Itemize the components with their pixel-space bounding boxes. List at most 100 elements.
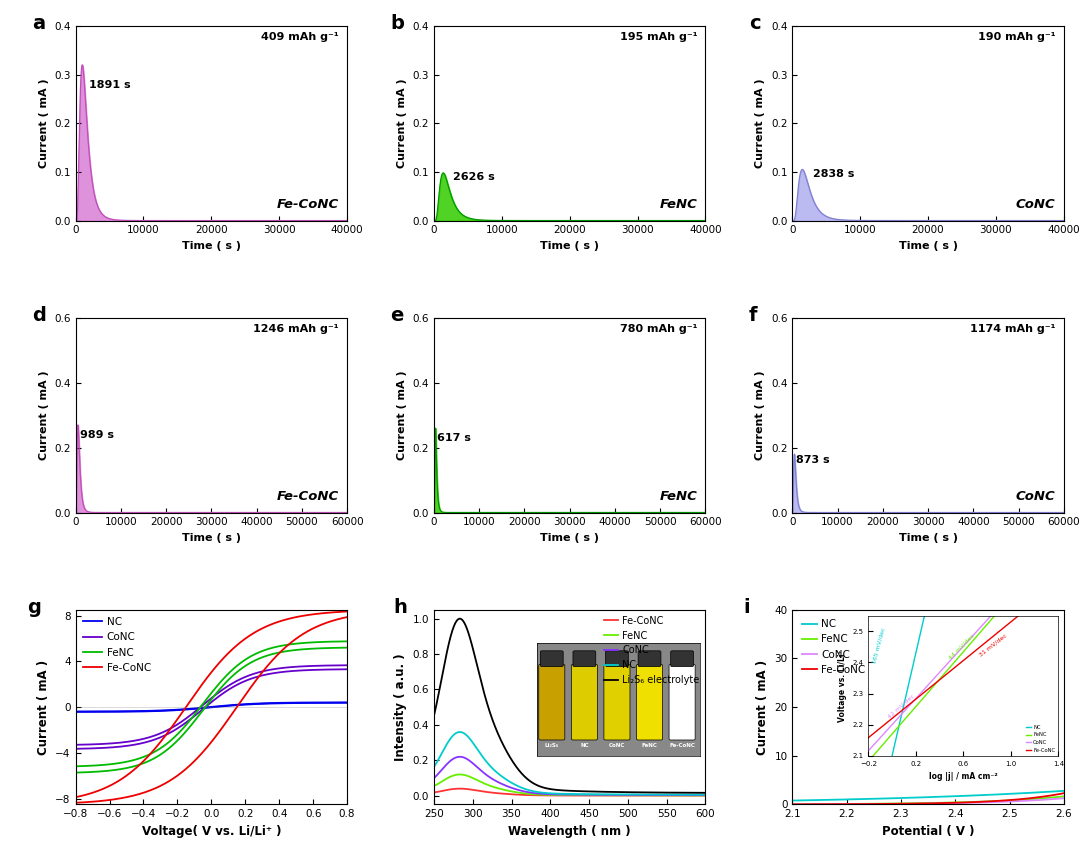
Text: c: c bbox=[748, 14, 760, 33]
X-axis label: Time ( s ): Time ( s ) bbox=[181, 241, 241, 251]
Li₂S₆ electrolyte bbox=[662, 787, 675, 798]
Text: b: b bbox=[391, 14, 404, 33]
Fe-CoNC bbox=[139, 787, 152, 798]
CoNC bbox=[1051, 793, 1064, 804]
CoNC bbox=[139, 737, 152, 747]
NC bbox=[192, 703, 205, 714]
Text: FeNC: FeNC bbox=[660, 198, 698, 211]
X-axis label: Time ( s ): Time ( s ) bbox=[181, 533, 241, 543]
Fe-CoNC bbox=[117, 792, 130, 803]
Fe-CoNC bbox=[600, 791, 613, 801]
FeNC bbox=[1057, 791, 1070, 802]
Fe-CoNC bbox=[428, 787, 441, 798]
Line: FeNC: FeNC bbox=[76, 648, 347, 772]
Fe-CoNC bbox=[1057, 788, 1070, 798]
CoNC bbox=[340, 664, 353, 675]
FeNC bbox=[251, 654, 264, 664]
Li₂S₆ electrolyte bbox=[699, 788, 712, 798]
Fe-CoNC bbox=[917, 798, 930, 809]
Text: 617 s: 617 s bbox=[437, 432, 471, 443]
NC bbox=[699, 790, 712, 800]
Legend: NC, FeNC, CoNC, Fe-CoNC: NC, FeNC, CoNC, Fe-CoNC bbox=[797, 615, 869, 679]
Text: h: h bbox=[393, 599, 407, 617]
Line: Li₂S₆ electrolyte: Li₂S₆ electrolyte bbox=[434, 618, 705, 793]
Line: CoNC: CoNC bbox=[793, 798, 1064, 804]
Text: 1174 mAh g⁻¹: 1174 mAh g⁻¹ bbox=[970, 324, 1055, 334]
Text: d: d bbox=[32, 306, 46, 325]
Text: 1246 mAh g⁻¹: 1246 mAh g⁻¹ bbox=[254, 324, 339, 334]
Li₂S₆ electrolyte bbox=[454, 613, 467, 624]
CoNC bbox=[917, 798, 930, 809]
X-axis label: Potential ( V ): Potential ( V ) bbox=[881, 825, 974, 838]
Text: CoNC: CoNC bbox=[1016, 198, 1055, 211]
NC bbox=[662, 790, 675, 800]
Y-axis label: Current ( mA ): Current ( mA ) bbox=[37, 660, 50, 754]
FeNC bbox=[139, 757, 152, 767]
Li₂S₆ electrolyte bbox=[634, 787, 647, 798]
Fe-CoNC bbox=[69, 798, 82, 808]
Fe-CoNC bbox=[933, 798, 946, 809]
FeNC bbox=[192, 711, 205, 721]
CoNC bbox=[593, 790, 606, 800]
Text: 195 mAh g⁻¹: 195 mAh g⁻¹ bbox=[620, 32, 698, 42]
CoNC bbox=[947, 798, 960, 808]
FeNC bbox=[444, 772, 457, 782]
Fe-CoNC bbox=[192, 752, 205, 762]
NC bbox=[917, 792, 930, 803]
NC bbox=[454, 727, 467, 737]
Fe-CoNC bbox=[634, 791, 647, 801]
NC bbox=[1051, 786, 1064, 797]
Text: e: e bbox=[391, 306, 404, 325]
X-axis label: Voltage( V vs. Li/Li⁺ ): Voltage( V vs. Li/Li⁺ ) bbox=[141, 825, 281, 838]
Text: 873 s: 873 s bbox=[796, 455, 831, 465]
CoNC bbox=[699, 790, 712, 800]
Text: 989 s: 989 s bbox=[80, 430, 114, 440]
Line: NC: NC bbox=[793, 791, 1064, 801]
NC bbox=[634, 790, 647, 800]
FeNC bbox=[69, 767, 82, 778]
Text: i: i bbox=[743, 599, 751, 617]
Text: 2838 s: 2838 s bbox=[812, 170, 854, 179]
X-axis label: Time ( s ): Time ( s ) bbox=[899, 533, 958, 543]
NC bbox=[593, 789, 606, 799]
NC bbox=[428, 762, 441, 772]
Line: Fe-CoNC: Fe-CoNC bbox=[793, 793, 1064, 804]
NC bbox=[444, 734, 457, 744]
Y-axis label: Current ( mA ): Current ( mA ) bbox=[397, 79, 407, 168]
Text: 190 mAh g⁻¹: 190 mAh g⁻¹ bbox=[978, 32, 1055, 42]
Line: CoNC: CoNC bbox=[434, 757, 705, 795]
CoNC bbox=[117, 741, 130, 752]
CoNC bbox=[600, 790, 613, 800]
FeNC bbox=[454, 769, 467, 779]
CoNC bbox=[933, 798, 946, 809]
X-axis label: Time ( s ): Time ( s ) bbox=[540, 241, 599, 251]
Fe-CoNC bbox=[340, 612, 353, 622]
Y-axis label: Current ( mA ): Current ( mA ) bbox=[39, 370, 49, 460]
Fe-CoNC bbox=[444, 785, 457, 795]
FeNC bbox=[585, 790, 598, 800]
CoNC bbox=[69, 744, 82, 754]
Li₂S₆ electrolyte bbox=[600, 786, 613, 797]
NC bbox=[947, 791, 960, 802]
FeNC bbox=[117, 764, 130, 774]
Text: a: a bbox=[32, 14, 45, 33]
FeNC bbox=[428, 781, 441, 791]
Line: FeNC: FeNC bbox=[793, 797, 1064, 804]
Fe-CoNC bbox=[273, 647, 286, 657]
Fe-CoNC bbox=[915, 798, 928, 809]
FeNC bbox=[634, 790, 647, 800]
CoNC bbox=[454, 752, 467, 762]
NC bbox=[585, 789, 598, 799]
Y-axis label: Current ( mA ): Current ( mA ) bbox=[755, 370, 766, 460]
NC bbox=[933, 791, 946, 802]
Fe-CoNC bbox=[947, 798, 960, 808]
CoNC bbox=[1057, 793, 1070, 804]
CoNC bbox=[786, 799, 799, 810]
FeNC bbox=[786, 799, 799, 810]
CoNC bbox=[1009, 796, 1022, 806]
FeNC bbox=[229, 668, 242, 678]
FeNC bbox=[593, 790, 606, 800]
CoNC bbox=[585, 790, 598, 800]
NC bbox=[273, 698, 286, 708]
Fe-CoNC bbox=[454, 784, 467, 794]
